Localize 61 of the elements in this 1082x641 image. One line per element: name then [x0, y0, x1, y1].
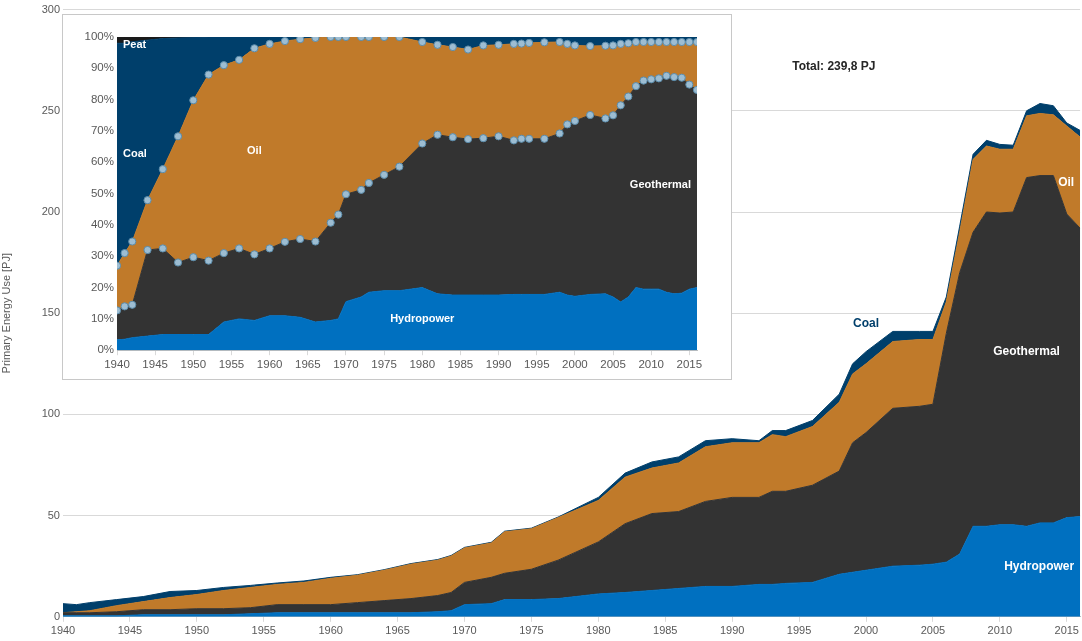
x-tick-label: 1995 [523, 358, 550, 371]
x-tick-label: 1960 [318, 624, 343, 637]
x-tick-label: 2000 [853, 624, 879, 637]
x-tick-label: 1965 [294, 358, 321, 371]
x-tick-label: 1940 [50, 624, 76, 637]
x-tick-label: 1960 [256, 358, 283, 371]
x-tick-label: 2010 [638, 358, 665, 371]
series-label: Geothermal [993, 344, 1060, 359]
x-tick-label: 1990 [719, 624, 745, 637]
x-tick-label: 2010 [987, 624, 1013, 637]
x-tick-label: 1985 [653, 624, 678, 637]
x-tick-label: 1975 [519, 624, 544, 637]
x-tick-label: 1980 [586, 624, 611, 637]
y-tick-label: 90% [90, 61, 114, 74]
x-tick-label: 1945 [117, 624, 143, 637]
x-tick-label: 1945 [142, 358, 168, 371]
x-tick-label: 1990 [485, 358, 512, 371]
y-tick-label: 60% [90, 155, 114, 168]
y-tick-label: 50 [47, 508, 60, 521]
series-label: Oil [1058, 174, 1075, 189]
x-tick-label: 1970 [333, 358, 359, 371]
series-label: Geothermal [629, 178, 692, 191]
series-label: Coal [852, 315, 880, 330]
y-tick-label: 80% [90, 92, 114, 105]
x-tick-label: 2005 [600, 358, 626, 371]
x-tick-label: 1965 [385, 624, 410, 637]
y-tick-label: 10% [90, 312, 114, 325]
x-tick-label: 1950 [180, 358, 207, 371]
x-tick-label: 2000 [562, 358, 588, 371]
annotation: Total: 239,8 PJ [792, 58, 876, 73]
x-tick-label: 1950 [184, 624, 210, 637]
y-tick-label: 150 [41, 306, 60, 319]
series-label: Coal [123, 147, 147, 160]
y-tick-label: 0% [97, 343, 114, 356]
y-tick-label: 20% [90, 280, 114, 293]
y-tick-label: 200 [41, 205, 60, 218]
y-axis-title: Primary Energy Use [PJ] [0, 252, 12, 374]
x-tick-label: 1955 [251, 624, 276, 637]
y-tick-label: 70% [90, 124, 114, 137]
x-tick-label: 1980 [409, 358, 436, 371]
y-tick-label: 250 [41, 103, 60, 116]
series-label: Oil [247, 144, 262, 157]
x-tick-label: 1995 [786, 624, 812, 637]
x-tick-label: 1970 [452, 624, 477, 637]
x-tick-label: 2005 [920, 624, 946, 637]
y-tick-label: 50% [90, 186, 114, 199]
y-tick-label: 300 [41, 2, 60, 15]
x-tick-label: 2015 [1054, 624, 1079, 637]
x-tick-label: 1940 [104, 358, 130, 371]
y-tick-label: 40% [90, 218, 114, 231]
y-tick-label: 100 [41, 407, 60, 420]
series-label: Peat [122, 38, 147, 51]
series-label: Hydropower [390, 311, 456, 324]
series-label: Hydropower [1004, 559, 1075, 574]
y-tick-label: 0 [53, 609, 60, 622]
x-tick-label: 1975 [371, 358, 397, 371]
x-tick-label: 2015 [676, 358, 703, 371]
y-tick-label: 100% [84, 30, 114, 43]
x-tick-label: 1955 [218, 358, 245, 371]
y-tick-label: 30% [90, 249, 114, 262]
x-tick-label: 1985 [447, 358, 474, 371]
